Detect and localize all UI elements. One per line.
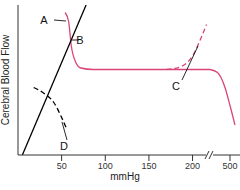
svg-text:B: B: [76, 34, 83, 46]
svg-text:50: 50: [57, 161, 67, 171]
svg-text:C: C: [172, 80, 180, 92]
svg-text:100: 100: [98, 161, 113, 171]
svg-text:200: 200: [185, 161, 200, 171]
svg-text:D: D: [60, 140, 68, 152]
svg-text:Cerebral Blood Flow: Cerebral Blood Flow: [8, 34, 11, 125]
svg-text:500: 500: [222, 161, 232, 171]
svg-text:A: A: [40, 14, 48, 26]
svg-text:mmHg: mmHg: [110, 171, 139, 182]
svg-text:150: 150: [141, 161, 156, 171]
